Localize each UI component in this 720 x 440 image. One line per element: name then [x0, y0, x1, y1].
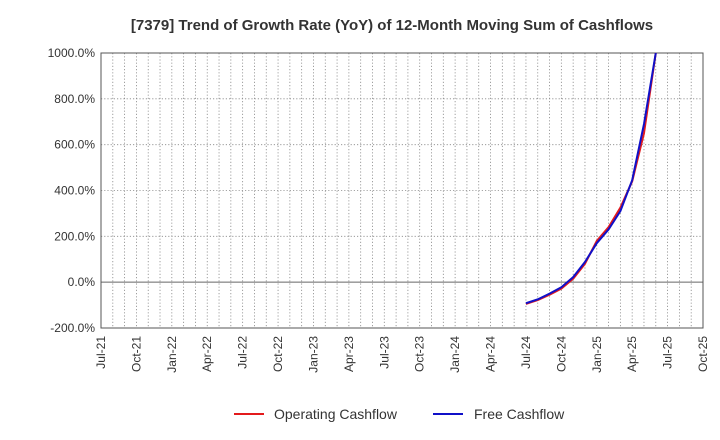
x-tick-label: Oct-21	[129, 336, 143, 372]
x-tick-label: Apr-23	[342, 336, 356, 372]
x-tick-label: Apr-22	[200, 336, 214, 372]
x-tick-label: Jul-23	[377, 336, 391, 369]
series-line-operating-cashflow	[525, 53, 657, 305]
y-tick-label: 400.0%	[54, 184, 95, 198]
x-tick-label: Oct-23	[413, 336, 427, 372]
legend-label: Operating Cashflow	[274, 406, 398, 422]
y-tick-label: 600.0%	[54, 138, 95, 152]
x-tick-label: Jul-24	[519, 336, 533, 369]
x-tick-label: Jul-21	[94, 336, 108, 369]
x-tick-label: Jan-24	[448, 336, 462, 373]
x-tick-label: Apr-24	[484, 336, 498, 372]
y-tick-label: 0.0%	[68, 275, 96, 289]
x-tick-label: Apr-25	[625, 336, 639, 372]
chart-title: [7379] Trend of Growth Rate (YoY) of 12-…	[131, 17, 653, 34]
legend: Operating Cashflow Free Cashflow	[234, 406, 565, 422]
y-tick-label: -200.0%	[50, 321, 95, 335]
x-tick-label: Jan-22	[165, 336, 179, 373]
x-tick-label: Jan-23	[306, 336, 320, 373]
axes: 1000.0% 800.0% 600.0% 400.0% 200.0% 0.0% -200.…	[48, 46, 710, 373]
y-tick-label: 1000.0%	[48, 46, 96, 60]
series-lines	[525, 53, 657, 305]
x-tick-label: Oct-22	[271, 336, 285, 372]
grid	[100, 52, 704, 329]
y-tick-label: 800.0%	[54, 92, 95, 106]
legend-label: Free Cashflow	[474, 406, 565, 422]
x-tick-label: Jul-22	[236, 336, 250, 369]
x-tick-label: Jan-25	[590, 336, 604, 373]
x-tick-label: Jul-25	[661, 336, 675, 369]
plot-frame	[100, 52, 704, 329]
x-tick-label: Oct-25	[696, 336, 710, 372]
y-tick-label: 200.0%	[54, 229, 95, 243]
series-line-free-cashflow	[525, 53, 657, 305]
x-tick-label: Oct-24	[554, 336, 568, 372]
